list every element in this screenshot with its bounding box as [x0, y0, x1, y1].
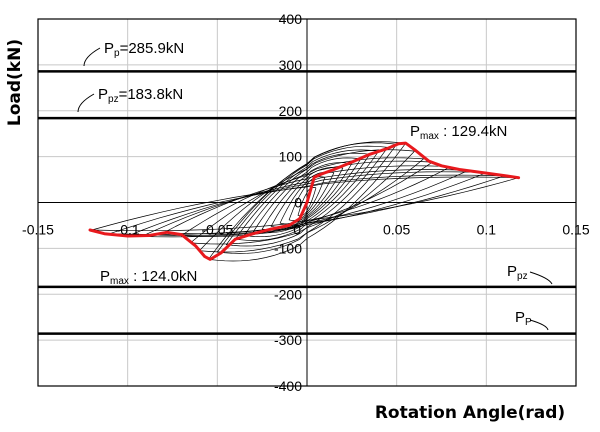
y-tick-label: -200	[274, 286, 302, 302]
y-tick-label: 100	[279, 149, 303, 165]
y-tick-label: 0	[294, 195, 302, 211]
x-tick-label: 0.1	[477, 222, 497, 238]
x-tick-label: 0	[293, 222, 301, 238]
envelope-series	[88, 141, 521, 261]
y-tick-label: 300	[279, 57, 303, 73]
tick-labels: -0.15 -0.1 -0.05 0 0.05 0.1 0.15 400 300 200 100 0 -…	[22, 11, 590, 394]
reference-label-arrow	[83, 47, 101, 67]
reference-label-ppz: Ppz	[507, 263, 553, 285]
hysteresis-loop	[279, 171, 335, 225]
y-tick-label: 400	[279, 11, 303, 27]
plot-frame	[37, 18, 577, 387]
pmax-annotation: Pmax : 124.0kN	[100, 268, 197, 287]
reference-label-ppz: Ppz=183.8kN	[77, 86, 183, 113]
hysteresis-loop	[261, 162, 353, 231]
hysteresis-loop	[252, 157, 362, 234]
reference-label-pp: Pp=285.9kN	[83, 40, 184, 67]
y-axis-title: Load(kN)	[5, 39, 25, 126]
x-tick-label: -0.05	[201, 222, 233, 238]
plot-border	[37, 18, 577, 387]
reference-label-arrow	[77, 93, 95, 113]
annotations: Pp=285.9kN Ppz=183.8kN Ppz PP Pmax : 129.4kN…	[77, 40, 553, 331]
reference-label-text: Ppz	[507, 263, 528, 282]
reference-label-text: Pp=285.9kN	[104, 40, 184, 59]
y-tick-label: 200	[279, 103, 303, 119]
reference-label-text: PP	[515, 309, 532, 328]
x-axis-title: Rotation Angle(rad)	[375, 403, 565, 423]
reference-label-arrow	[529, 271, 553, 285]
reference-label-text: Ppz=183.8kN	[98, 86, 183, 105]
envelope-curve	[88, 141, 521, 261]
pmax-annotation: Pmax : 129.4kN	[410, 123, 507, 142]
x-tick-label: -0.1	[116, 222, 140, 238]
x-tick-label: 0.15	[562, 222, 589, 238]
x-tick-label: 0.05	[383, 222, 410, 238]
reference-label-pp: PP	[515, 309, 549, 331]
reference-label-arrow	[529, 319, 549, 331]
y-tick-label: -100	[274, 240, 302, 256]
y-tick-label: -300	[274, 332, 302, 348]
y-tick-label: -400	[274, 378, 302, 394]
hysteresis-loop	[225, 145, 388, 247]
x-tick-label: -0.15	[22, 222, 54, 238]
